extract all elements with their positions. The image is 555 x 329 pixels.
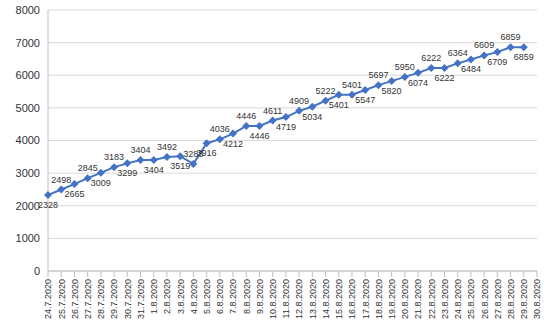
svg-text:3916: 3916 <box>197 148 217 158</box>
svg-text:30.7.2020: 30.7.2020 <box>123 279 133 319</box>
svg-text:25.8.2020: 25.8.2020 <box>466 279 476 319</box>
svg-text:3.8.2020: 3.8.2020 <box>176 279 186 314</box>
svg-text:5000: 5000 <box>16 102 40 114</box>
svg-text:9.8.2020: 9.8.2020 <box>255 279 265 314</box>
svg-text:6222: 6222 <box>421 53 441 63</box>
svg-text:3283: 3283 <box>183 148 204 159</box>
svg-text:7.8.2020: 7.8.2020 <box>228 279 238 314</box>
svg-text:3183: 3183 <box>104 152 124 162</box>
svg-text:28.7.2020: 28.7.2020 <box>96 279 106 319</box>
svg-text:5222: 5222 <box>316 86 336 96</box>
svg-text:18.8.2020: 18.8.2020 <box>374 279 384 319</box>
svg-text:23.8.2020: 23.8.2020 <box>440 279 450 319</box>
svg-text:17.8.2020: 17.8.2020 <box>361 279 371 319</box>
svg-text:2665: 2665 <box>64 189 84 199</box>
svg-text:5401: 5401 <box>342 80 362 90</box>
svg-text:26.7.2020: 26.7.2020 <box>70 279 80 319</box>
svg-text:26.8.2020: 26.8.2020 <box>480 279 490 319</box>
svg-text:6074: 6074 <box>408 78 428 88</box>
svg-text:2328: 2328 <box>38 200 58 210</box>
svg-text:6859: 6859 <box>514 52 534 62</box>
svg-text:0: 0 <box>34 265 40 277</box>
svg-text:8000: 8000 <box>16 4 40 16</box>
svg-text:13.8.2020: 13.8.2020 <box>308 279 318 319</box>
svg-text:16.8.2020: 16.8.2020 <box>347 279 357 319</box>
svg-text:6709: 6709 <box>487 57 507 67</box>
svg-text:2.8.2020: 2.8.2020 <box>162 279 172 314</box>
svg-text:4036: 4036 <box>210 124 230 134</box>
svg-text:6000: 6000 <box>16 69 40 81</box>
svg-text:11.8.2020: 11.8.2020 <box>281 279 291 318</box>
svg-text:2498: 2498 <box>51 175 71 185</box>
svg-text:4446: 4446 <box>236 111 256 121</box>
svg-text:4611: 4611 <box>263 106 282 116</box>
svg-text:3519: 3519 <box>170 161 190 171</box>
svg-text:3009: 3009 <box>91 178 111 188</box>
svg-text:3299: 3299 <box>117 168 137 178</box>
svg-text:4212: 4212 <box>223 139 243 149</box>
svg-text:24.7.2020: 24.7.2020 <box>43 279 53 319</box>
svg-text:22.8.2020: 22.8.2020 <box>427 279 437 319</box>
svg-text:5697: 5697 <box>368 70 388 80</box>
svg-text:21.8.2020: 21.8.2020 <box>413 279 423 319</box>
svg-text:5401: 5401 <box>329 100 349 110</box>
svg-text:15.8.2020: 15.8.2020 <box>334 279 344 319</box>
svg-text:31.7.2020: 31.7.2020 <box>136 279 146 319</box>
svg-text:24.8.2020: 24.8.2020 <box>453 279 463 319</box>
svg-text:4909: 4909 <box>289 96 309 106</box>
svg-text:29.7.2020: 29.7.2020 <box>109 279 119 319</box>
svg-text:25.7.2020: 25.7.2020 <box>57 279 67 319</box>
svg-text:3404: 3404 <box>144 165 164 175</box>
svg-text:3000: 3000 <box>16 167 40 179</box>
svg-text:4.8.2020: 4.8.2020 <box>189 279 199 314</box>
svg-text:5820: 5820 <box>382 86 402 96</box>
svg-text:8.8.2020: 8.8.2020 <box>242 279 252 314</box>
svg-text:5.8.2020: 5.8.2020 <box>202 279 212 314</box>
svg-text:27.8.2020: 27.8.2020 <box>493 279 503 319</box>
svg-text:10.8.2020: 10.8.2020 <box>268 279 278 319</box>
svg-text:1.8.2020: 1.8.2020 <box>149 279 159 314</box>
svg-text:6.8.2020: 6.8.2020 <box>215 279 225 314</box>
svg-text:6484: 6484 <box>461 64 481 74</box>
svg-text:3492: 3492 <box>157 142 177 152</box>
svg-text:20.8.2020: 20.8.2020 <box>400 279 410 319</box>
svg-text:5950: 5950 <box>395 62 415 72</box>
svg-text:28.8.2020: 28.8.2020 <box>506 279 516 319</box>
svg-text:27.7.2020: 27.7.2020 <box>83 279 93 319</box>
svg-text:4719: 4719 <box>276 122 296 132</box>
svg-text:19.8.2020: 19.8.2020 <box>387 279 397 319</box>
svg-text:3404: 3404 <box>130 145 150 155</box>
svg-text:6609: 6609 <box>474 40 494 50</box>
svg-text:5547: 5547 <box>355 95 375 105</box>
svg-text:1000: 1000 <box>16 232 40 244</box>
svg-text:6859: 6859 <box>501 32 521 42</box>
svg-text:30.8.2020: 30.8.2020 <box>532 279 542 319</box>
svg-text:7000: 7000 <box>16 37 40 49</box>
svg-text:6364: 6364 <box>448 48 468 58</box>
svg-text:6222: 6222 <box>434 73 454 83</box>
svg-text:14.8.2020: 14.8.2020 <box>321 279 331 319</box>
svg-text:4446: 4446 <box>249 131 269 141</box>
svg-text:2845: 2845 <box>78 163 98 173</box>
svg-text:4000: 4000 <box>16 134 40 146</box>
svg-text:5034: 5034 <box>302 112 322 122</box>
svg-text:2000: 2000 <box>16 200 40 212</box>
svg-text:29.8.2020: 29.8.2020 <box>519 279 529 319</box>
svg-text:12.8.2020: 12.8.2020 <box>294 279 304 319</box>
